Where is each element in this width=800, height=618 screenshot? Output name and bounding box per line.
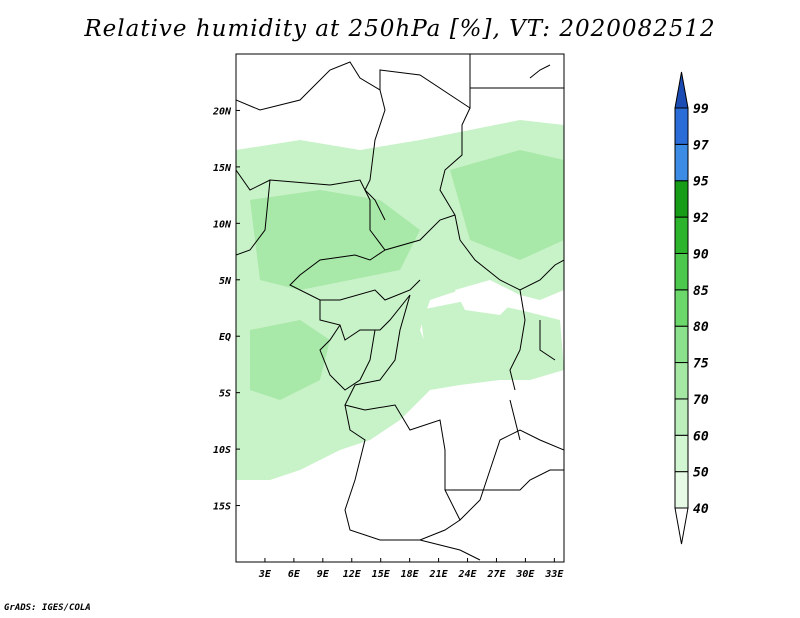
- lat-tick-label: 20N: [212, 106, 232, 117]
- colorbar-segment: [674, 289, 689, 327]
- colorbar-tick-label: 70: [693, 393, 709, 408]
- colorbar-tick-label: 95: [693, 175, 709, 190]
- colorbar-tick-label: 92: [693, 211, 709, 226]
- colorbar-tick-label: 90: [693, 247, 709, 262]
- humidity-region-east: [420, 300, 564, 390]
- colorbar-segment: [674, 216, 689, 254]
- colorbar-tick-label: 40: [693, 502, 709, 517]
- colorbar-segment: [674, 398, 689, 436]
- colorbar-segment: [674, 471, 689, 509]
- colorbar-upper-arrow: [674, 71, 689, 109]
- lat-tick-label: 15N: [213, 163, 232, 174]
- lat-axis: 20N 15N 10N 5N EQ 5S 10S 15S: [212, 106, 240, 513]
- lat-tick-label: 10S: [213, 445, 231, 456]
- lon-tick-label: 27E: [486, 569, 506, 580]
- lon-tick-label: 18E: [401, 569, 420, 580]
- lon-axis: 3E 6E 9E 12E 15E 18E 21E 24E 27E 30E 33E: [258, 558, 564, 580]
- colorbar-lower-arrow: [674, 507, 689, 545]
- colorbar-segment: [674, 362, 689, 400]
- lon-tick-label: 21E: [429, 569, 449, 580]
- lat-tick-label: EQ: [219, 332, 231, 343]
- grads-credit: GrADS: IGES/COLA: [4, 603, 91, 613]
- colorbar-tick-label: 99: [693, 102, 709, 117]
- lon-tick-label: 30E: [515, 569, 535, 580]
- lon-tick-label: 15E: [372, 569, 391, 580]
- colorbar-tick-label: 85: [693, 284, 709, 299]
- country-borders: [236, 54, 564, 561]
- colorbar-tick-label: 80: [693, 320, 709, 335]
- colorbar-segment: [674, 143, 689, 182]
- colorbar-segment: [674, 107, 689, 145]
- lat-tick-label: 5S: [219, 389, 231, 400]
- lon-tick-label: 6E: [288, 569, 301, 580]
- map-frame: [235, 53, 565, 563]
- lon-tick-label: 3E: [258, 569, 272, 580]
- lat-tick-label: 10N: [213, 219, 232, 230]
- colorbar-tick-label: 97: [693, 138, 709, 153]
- colorbar-tick-label: 75: [693, 357, 709, 372]
- lon-tick-label: 33E: [544, 569, 564, 580]
- colorbar-segment: [674, 252, 689, 291]
- humidity-region-dry: [455, 280, 520, 315]
- map-title: Relative humidity at 250hPa [%], VT: 202…: [84, 16, 716, 42]
- colorbar: 40 50 60 70 75 80 85 90 92 95 97 99: [674, 71, 709, 545]
- humidity-region-moist-3: [250, 320, 330, 400]
- colorbar-segment: [674, 325, 689, 364]
- colorbar-tick-label: 50: [693, 466, 709, 481]
- lat-tick-label: 5N: [219, 276, 232, 287]
- map-panel: 20N 15N 10N 5N EQ 5S 10S 15S 3E 6E 9E 12E 15E 18E 21E…: [212, 53, 565, 580]
- humidity-field: [236, 120, 564, 480]
- colorbar-segment: [674, 180, 689, 218]
- lat-tick-label: 15S: [213, 502, 231, 513]
- lon-tick-label: 12E: [343, 569, 362, 580]
- humidity-region-moist-1: [250, 190, 420, 290]
- colorbar-tick-label: 60: [693, 429, 709, 444]
- lon-tick-label: 24E: [457, 569, 477, 580]
- humidity-region-moist-2: [450, 150, 564, 260]
- lon-tick-label: 9E: [317, 569, 330, 580]
- colorbar-segment: [674, 434, 689, 473]
